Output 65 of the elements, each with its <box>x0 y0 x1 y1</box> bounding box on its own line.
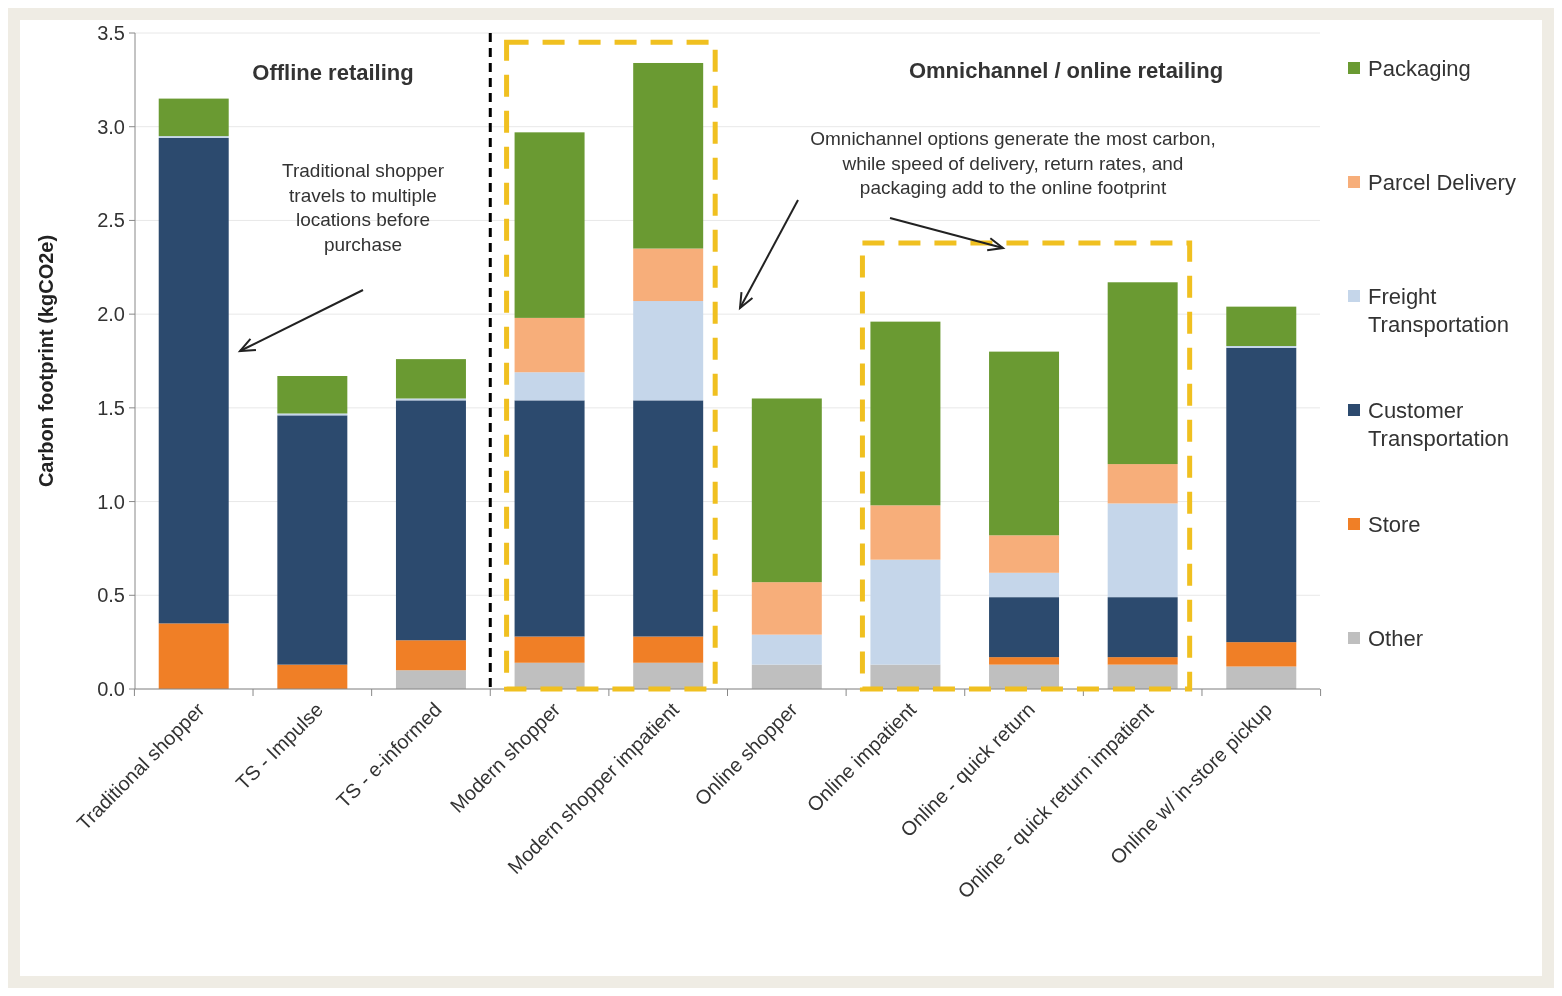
bar <box>870 559 941 665</box>
bar <box>514 317 585 373</box>
bar <box>277 375 348 414</box>
bar <box>633 662 704 689</box>
y-tick-label: 0.0 <box>97 678 125 700</box>
y-tick-label: 3.0 <box>97 115 125 138</box>
legend-label: Parcel Delivery <box>1368 169 1516 195</box>
bar <box>395 640 466 671</box>
bar <box>1107 664 1178 689</box>
bar <box>514 372 585 401</box>
legend-label: Store <box>1368 511 1421 537</box>
bar <box>1226 666 1297 689</box>
legend-label: Packaging <box>1368 55 1471 81</box>
legend-label: Customer Transportation <box>1368 397 1510 452</box>
bar <box>158 623 229 689</box>
bar <box>633 62 704 249</box>
bar <box>751 634 822 665</box>
bar <box>514 636 585 663</box>
bar <box>989 657 1060 665</box>
bar <box>870 505 941 560</box>
bar <box>514 400 585 637</box>
bar <box>1107 503 1178 598</box>
bar <box>1226 347 1297 643</box>
legend-label: Other <box>1368 625 1424 651</box>
y-tick-label: 0.5 <box>97 584 125 607</box>
bar <box>1226 642 1297 667</box>
bar <box>633 400 704 637</box>
bar <box>989 597 1060 658</box>
bar <box>395 400 466 641</box>
annotation: Omnichannel options generate the most carbon, while speed of delivery, return rates, and packaging add to the online footprint <box>810 128 1216 199</box>
bar <box>751 664 822 689</box>
bar <box>989 664 1060 689</box>
bar <box>1107 597 1178 658</box>
bar <box>870 321 941 506</box>
y-tick-label: 3.5 <box>97 22 125 44</box>
annotation: Traditional shopper travels to multiple locations before purchase <box>282 160 445 256</box>
bar <box>395 670 466 689</box>
legend-label: Freight Transportation <box>1368 283 1510 338</box>
bar <box>633 636 704 663</box>
bar <box>1107 464 1178 504</box>
annotation: Offline retailing <box>252 60 414 85</box>
bar <box>1107 282 1178 465</box>
bar <box>1226 306 1297 347</box>
y-tick-label: 1.5 <box>97 396 125 419</box>
y-tick-label: 2.0 <box>97 303 125 326</box>
bar <box>989 535 1060 573</box>
bar <box>277 664 348 689</box>
bar <box>514 662 585 689</box>
annotation: Omnichannel / online retailing <box>908 58 1224 83</box>
bar <box>514 132 585 318</box>
bar <box>633 301 704 401</box>
bar <box>158 137 229 624</box>
bar <box>989 572 1060 598</box>
bar <box>870 664 941 689</box>
bar <box>751 398 822 583</box>
bar <box>277 415 348 665</box>
bar <box>158 98 229 137</box>
y-tick-label: 1.0 <box>97 490 125 513</box>
bar <box>395 359 466 399</box>
bar <box>1107 657 1178 665</box>
bar <box>751 582 822 635</box>
bar <box>633 248 704 302</box>
y-axis-title: Carbon footprint (kgCO2e) <box>35 234 57 488</box>
y-tick-label: 2.5 <box>97 209 125 232</box>
bar <box>989 351 1060 536</box>
